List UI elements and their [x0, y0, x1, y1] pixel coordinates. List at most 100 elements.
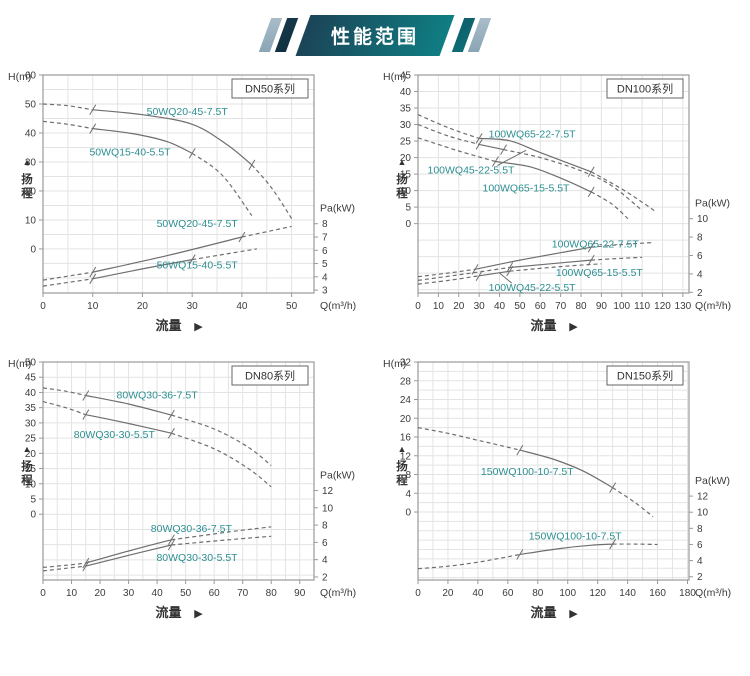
svg-text:20: 20	[137, 301, 149, 312]
svg-text:60: 60	[535, 301, 547, 312]
svg-text:100WQ65-22-7.5T: 100WQ65-22-7.5T	[489, 128, 577, 140]
svg-text:4: 4	[697, 269, 703, 280]
svg-text:40: 40	[400, 87, 412, 98]
svg-text:50: 50	[25, 99, 37, 110]
svg-text:5: 5	[322, 259, 328, 270]
svg-text:140: 140	[619, 588, 636, 599]
svg-text:40: 40	[472, 588, 484, 599]
svg-text:35: 35	[400, 104, 412, 115]
svg-text:H(m): H(m)	[383, 358, 406, 370]
svg-text:Q(m³/h): Q(m³/h)	[695, 587, 731, 599]
svg-text:100WQ45-22-5.5T: 100WQ45-22-5.5T	[427, 165, 515, 177]
svg-text:20: 20	[25, 186, 37, 197]
svg-text:6: 6	[697, 251, 703, 262]
svg-text:10: 10	[322, 503, 334, 514]
svg-text:2: 2	[697, 288, 703, 299]
svg-text:10: 10	[697, 214, 709, 225]
svg-text:2: 2	[697, 572, 703, 583]
svg-text:10: 10	[25, 479, 37, 490]
svg-text:▶: ▶	[569, 608, 578, 620]
svg-text:2: 2	[322, 572, 328, 583]
svg-text:0: 0	[415, 301, 421, 312]
svg-text:35: 35	[25, 403, 37, 414]
charts-grid: 0 10 20 30 40 50 60 0 10 20 30 40 50 3 4 5 6 7 8 H(m) ▲ 扬程 Q(m…	[0, 62, 750, 636]
chart-dn50: 0 10 20 30 40 50 60 0 10 20 30 40 50 3 4 5 6 7 8 H(m) ▲ 扬程 Q(m…	[8, 71, 356, 334]
svg-text:7: 7	[322, 232, 328, 243]
svg-text:60: 60	[209, 588, 221, 599]
page-title-banner: 性能范围	[0, 14, 750, 56]
svg-text:8: 8	[405, 470, 411, 481]
svg-text:扬: 扬	[21, 459, 33, 473]
svg-text:80WQ30-36-7.5T: 80WQ30-36-7.5T	[117, 389, 199, 401]
svg-text:100WQ65-15-5.5T: 100WQ65-15-5.5T	[483, 182, 571, 194]
svg-text:120: 120	[654, 301, 671, 312]
svg-text:4: 4	[322, 555, 328, 566]
svg-text:H(m): H(m)	[8, 358, 31, 370]
svg-text:程: 程	[396, 473, 408, 487]
svg-text:40: 40	[25, 128, 37, 139]
svg-text:30: 30	[123, 588, 135, 599]
svg-text:50: 50	[25, 358, 37, 369]
svg-text:12: 12	[322, 486, 334, 497]
svg-text:5: 5	[30, 495, 36, 506]
svg-text:25: 25	[400, 137, 412, 148]
svg-text:Q(m³/h): Q(m³/h)	[695, 300, 731, 312]
svg-text:40: 40	[25, 388, 37, 399]
svg-text:70: 70	[555, 301, 567, 312]
svg-text:100: 100	[559, 588, 576, 599]
svg-text:20: 20	[94, 588, 106, 599]
svg-text:100WQ65-15-5.5T: 100WQ65-15-5.5T	[556, 267, 644, 279]
svg-text:DN100系列: DN100系列	[617, 82, 673, 96]
svg-text:6: 6	[322, 246, 328, 257]
svg-text:50: 50	[180, 588, 192, 599]
svg-text:100WQ65-22-7.5T: 100WQ65-22-7.5T	[552, 239, 640, 251]
svg-text:0: 0	[30, 244, 36, 255]
svg-text:DN50系列: DN50系列	[245, 82, 295, 96]
svg-text:80: 80	[266, 588, 278, 599]
svg-text:45: 45	[400, 71, 412, 82]
svg-text:8: 8	[322, 219, 328, 230]
svg-text:10: 10	[400, 186, 412, 197]
svg-text:流量: 流量	[155, 605, 181, 620]
svg-text:Q(m³/h): Q(m³/h)	[320, 300, 356, 312]
svg-text:80WQ30-30-5.5T: 80WQ30-30-5.5T	[156, 552, 238, 564]
svg-text:扬: 扬	[396, 459, 408, 473]
svg-text:40: 40	[236, 301, 248, 312]
svg-text:8: 8	[697, 233, 703, 244]
svg-text:130: 130	[675, 301, 692, 312]
svg-text:40: 40	[152, 588, 164, 599]
svg-text:10: 10	[25, 215, 37, 226]
svg-text:0: 0	[40, 301, 46, 312]
svg-text:6: 6	[697, 540, 703, 551]
svg-text:70: 70	[237, 588, 249, 599]
svg-text:15: 15	[25, 464, 37, 475]
chart-dn80-panel: 0 5 10 15 20 25 30 35 40 45 50 0 10 20 30 40 50 60 70 80 90 2…	[0, 349, 375, 636]
svg-text:80: 80	[532, 588, 544, 599]
svg-text:3: 3	[322, 286, 328, 297]
svg-text:180: 180	[679, 588, 696, 599]
svg-text:流量: 流量	[155, 318, 181, 333]
svg-text:8: 8	[322, 521, 328, 532]
svg-text:150WQ100-10-7.5T: 150WQ100-10-7.5T	[529, 530, 622, 542]
svg-text:45: 45	[25, 373, 37, 384]
svg-text:0: 0	[405, 219, 411, 230]
svg-text:50: 50	[286, 301, 298, 312]
chart-dn100: 0 5 10 15 20 25 30 35 40 45 0 10 20 30 40 50 60 70 80 90 100…	[383, 71, 731, 334]
svg-text:▲: ▲	[23, 157, 32, 167]
svg-text:20: 20	[400, 414, 412, 425]
svg-text:扬: 扬	[21, 172, 33, 186]
svg-text:程: 程	[21, 186, 33, 200]
svg-text:100WQ45-22-5.5T: 100WQ45-22-5.5T	[489, 282, 577, 294]
svg-text:50WQ15-40-5.5T: 50WQ15-40-5.5T	[89, 146, 171, 158]
svg-text:▲: ▲	[398, 444, 407, 454]
svg-text:10: 10	[433, 301, 445, 312]
svg-text:▲: ▲	[398, 157, 407, 167]
svg-text:30: 30	[474, 301, 486, 312]
page-title: 性能范围	[295, 14, 455, 56]
svg-text:▶: ▶	[194, 608, 203, 620]
svg-text:扬: 扬	[396, 172, 408, 186]
svg-text:160: 160	[649, 588, 666, 599]
svg-text:▲: ▲	[23, 444, 32, 454]
svg-text:28: 28	[400, 376, 412, 387]
svg-text:H(m): H(m)	[383, 71, 406, 83]
